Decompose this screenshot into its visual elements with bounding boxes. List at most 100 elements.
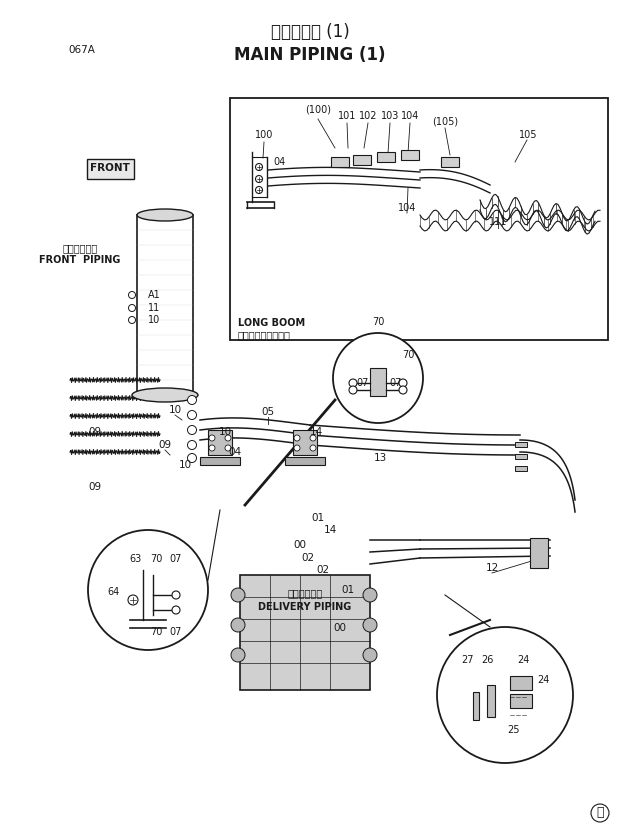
- Text: 70: 70: [150, 554, 162, 564]
- Text: FRONT  PIPING: FRONT PIPING: [39, 255, 121, 265]
- Bar: [208, 430, 232, 455]
- Text: 00: 00: [334, 623, 347, 633]
- Text: 102: 102: [359, 111, 377, 121]
- Circle shape: [172, 606, 180, 614]
- Bar: [240, 575, 370, 690]
- Text: 70: 70: [402, 350, 414, 360]
- Circle shape: [231, 618, 245, 632]
- Text: MAIN PIPING (1): MAIN PIPING (1): [234, 46, 386, 64]
- Bar: [473, 692, 479, 720]
- Text: (100): (100): [305, 105, 331, 115]
- Bar: [353, 155, 371, 165]
- Circle shape: [255, 175, 262, 183]
- Circle shape: [209, 445, 215, 451]
- Text: ロングブーム装置時: ロングブーム装置時: [238, 330, 291, 340]
- Text: 067A: 067A: [68, 45, 95, 55]
- Text: 104: 104: [398, 203, 416, 213]
- Bar: [200, 457, 240, 465]
- Circle shape: [128, 291, 136, 299]
- Circle shape: [128, 317, 136, 323]
- Text: 09: 09: [89, 427, 102, 437]
- Text: 100: 100: [255, 130, 273, 140]
- Bar: [510, 694, 532, 708]
- Text: 07: 07: [357, 378, 369, 388]
- Text: 104: 104: [401, 111, 419, 121]
- Text: 02: 02: [316, 565, 330, 575]
- Text: A1: A1: [148, 290, 161, 300]
- Bar: [441, 157, 459, 167]
- Circle shape: [310, 435, 316, 441]
- Text: 04: 04: [274, 157, 286, 167]
- Text: フロント配管: フロント配管: [63, 243, 97, 253]
- Circle shape: [294, 435, 300, 441]
- Text: 25: 25: [507, 725, 520, 735]
- Circle shape: [255, 164, 262, 170]
- Circle shape: [128, 595, 138, 605]
- Circle shape: [88, 530, 208, 650]
- Text: 63: 63: [130, 554, 142, 564]
- Circle shape: [187, 395, 197, 404]
- Text: 103: 103: [381, 111, 399, 121]
- Circle shape: [128, 304, 136, 312]
- Text: 09: 09: [159, 440, 172, 450]
- Circle shape: [172, 591, 180, 599]
- Text: 01: 01: [311, 513, 324, 523]
- Circle shape: [349, 379, 357, 387]
- Bar: [487, 685, 495, 717]
- Bar: [331, 157, 349, 167]
- Circle shape: [187, 453, 197, 462]
- Text: (105): (105): [432, 117, 458, 127]
- Circle shape: [231, 648, 245, 662]
- Circle shape: [310, 445, 316, 451]
- Text: 27: 27: [461, 655, 473, 665]
- Text: 111: 111: [489, 217, 507, 227]
- Bar: [515, 442, 527, 447]
- Circle shape: [187, 410, 197, 419]
- Circle shape: [187, 426, 197, 434]
- Bar: [510, 676, 532, 690]
- Circle shape: [225, 445, 231, 451]
- Text: 00: 00: [293, 540, 306, 550]
- Text: FRONT: FRONT: [90, 163, 130, 173]
- Circle shape: [349, 386, 357, 394]
- Text: 05: 05: [262, 407, 275, 417]
- Bar: [401, 150, 419, 160]
- Text: 07: 07: [170, 627, 182, 637]
- Text: 70: 70: [150, 627, 162, 637]
- Text: 12: 12: [485, 563, 498, 573]
- Text: 01: 01: [342, 585, 355, 595]
- Text: 09: 09: [89, 482, 102, 492]
- Bar: [515, 466, 527, 471]
- Circle shape: [399, 379, 407, 387]
- Text: 10: 10: [148, 315, 160, 325]
- Text: 14: 14: [309, 427, 322, 437]
- Text: 11: 11: [148, 303, 160, 313]
- Circle shape: [225, 435, 231, 441]
- Bar: [285, 457, 325, 465]
- Text: デリベリ配管: デリベリ配管: [288, 588, 322, 598]
- Text: 64: 64: [107, 587, 119, 597]
- Text: 101: 101: [338, 111, 356, 121]
- Text: 04: 04: [228, 447, 242, 457]
- Circle shape: [363, 648, 377, 662]
- Text: メイン配管 (1): メイン配管 (1): [270, 23, 350, 41]
- FancyBboxPatch shape: [87, 159, 134, 179]
- Text: 10: 10: [179, 460, 192, 470]
- Bar: [293, 430, 317, 455]
- Text: 07: 07: [170, 554, 182, 564]
- Circle shape: [399, 386, 407, 394]
- Circle shape: [294, 445, 300, 451]
- Text: 02: 02: [301, 553, 314, 563]
- Text: 70: 70: [372, 317, 384, 327]
- Ellipse shape: [137, 209, 193, 221]
- Circle shape: [363, 618, 377, 632]
- Circle shape: [187, 441, 197, 450]
- Circle shape: [333, 333, 423, 423]
- Text: DELIVERY PIPING: DELIVERY PIPING: [259, 602, 352, 612]
- Circle shape: [255, 187, 262, 194]
- Text: 10: 10: [169, 405, 182, 415]
- Text: 14: 14: [324, 525, 337, 535]
- Text: 07: 07: [390, 378, 402, 388]
- Bar: [515, 454, 527, 459]
- Circle shape: [363, 588, 377, 602]
